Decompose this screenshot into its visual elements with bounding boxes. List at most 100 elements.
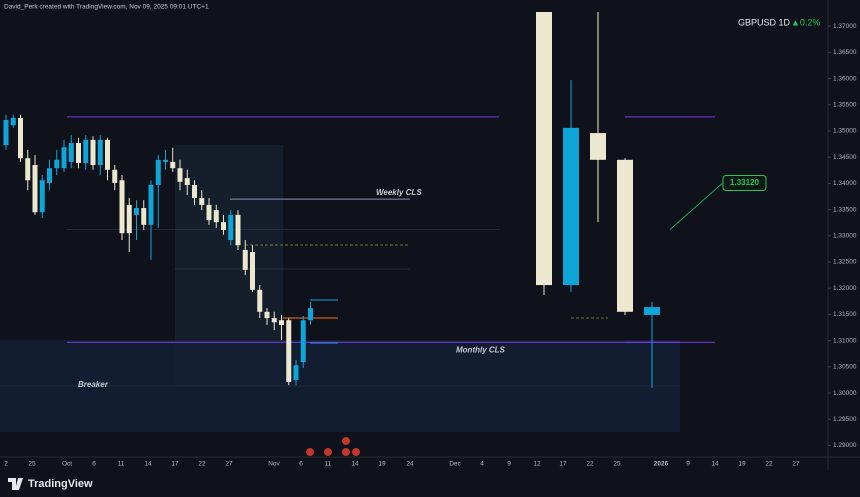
y-tick-label: 1.32500 [833, 259, 857, 266]
candle-body [47, 168, 52, 183]
x-tick-label: 27 [225, 461, 233, 468]
candle-body [213, 210, 219, 223]
candle-body [199, 198, 205, 205]
candle-body [163, 159, 168, 162]
logo [8, 478, 23, 490]
candle-body [536, 12, 552, 286]
x-tick-label: 2026 [654, 461, 669, 468]
x-tick-label: 24 [406, 461, 414, 468]
candle-body [39, 180, 45, 213]
x-tick-label: 6 [299, 461, 303, 468]
candle-body [228, 214, 234, 241]
x-tick-label: 14 [711, 461, 719, 468]
candle-body [112, 169, 118, 183]
candle-body [119, 180, 125, 234]
x-tick-label: 11 [325, 461, 332, 468]
candle-body [83, 139, 89, 163]
candle-body [617, 159, 633, 312]
candle-body [141, 208, 147, 225]
candle-body [221, 222, 226, 231]
candle-body [25, 158, 31, 181]
candle-body [90, 139, 96, 166]
event-icon [342, 448, 350, 456]
x-tick-label: Nov [268, 461, 280, 468]
x-tick-label: 22 [586, 461, 594, 468]
x-tick-label: Dec [449, 461, 461, 468]
event-icon [352, 448, 360, 456]
y-tick-label: 1.35000 [833, 128, 857, 135]
candle-body [3, 119, 9, 146]
x-tick-label: 11 [118, 461, 125, 468]
candle-body [148, 184, 154, 225]
y-tick-label: 1.34500 [833, 154, 857, 161]
candle-body [293, 365, 299, 380]
y-tick-label: 1.34000 [833, 180, 857, 187]
candle-body [134, 208, 139, 215]
candle-body [257, 289, 263, 312]
breaker-label: Breaker [78, 380, 109, 389]
symbol: GBPUSD 1D [738, 17, 791, 27]
x-tick-label: 25 [613, 461, 621, 468]
x-tick-label: 14 [144, 461, 152, 468]
candle-body [300, 320, 306, 363]
x-tick-label: 12 [533, 461, 541, 468]
candle-body [279, 320, 284, 325]
y-tick-label: 1.36500 [833, 49, 857, 56]
target-label: 1.33120 [730, 178, 759, 187]
y-tick-label: 1.29500 [833, 416, 857, 423]
candle-body [177, 168, 183, 182]
target-arrow [669, 183, 723, 230]
events [306, 437, 360, 456]
weekly-cls-label: Weekly CLS [376, 188, 422, 197]
candle-body [184, 178, 190, 185]
candle-body [308, 308, 313, 321]
candle-body [105, 139, 110, 170]
candle-body [54, 159, 60, 169]
candle-body [286, 320, 292, 383]
y-tick-label: 1.31500 [833, 311, 857, 318]
y-tick-label: 1.30000 [833, 390, 857, 397]
x-tick-label: Oct [62, 461, 72, 468]
event-icon [342, 437, 350, 445]
x-tick-label: 6 [92, 461, 96, 468]
candle-body [32, 165, 38, 213]
x-tick-label: 9 [507, 461, 511, 468]
x-tick-label: 17 [171, 461, 179, 468]
y-tick-label: 1.33000 [833, 233, 857, 240]
credit: David_Perk created with TradingView.com,… [4, 4, 209, 11]
x-tick-label: 4 [480, 461, 484, 468]
candle-body [250, 252, 255, 290]
candle-body [170, 161, 176, 169]
x-tick-label: 22 [198, 461, 206, 468]
candle-body [242, 249, 248, 270]
candle-body [126, 204, 132, 234]
candle-body [61, 147, 67, 169]
y-tick-label: 1.33500 [833, 206, 857, 213]
change: ▲0.2% [791, 17, 820, 27]
candle-body [644, 307, 660, 315]
candle-body [155, 159, 161, 185]
candle-body [563, 127, 579, 286]
x-tick-label: 19 [378, 461, 386, 468]
candle-body [192, 184, 197, 199]
y-tick-label: 1.29000 [833, 442, 857, 449]
brand: TradingView [28, 478, 93, 490]
candle-body [590, 133, 606, 160]
y-tick-label: 1.30500 [833, 364, 857, 371]
y-tick-label: 1.35500 [833, 101, 857, 108]
candle-body [76, 143, 81, 163]
target-box [722, 175, 767, 192]
footer [0, 470, 860, 497]
y-tick-label: 1.32000 [833, 285, 857, 292]
candle-body [235, 214, 241, 246]
x-tick-label: 9 [686, 461, 690, 468]
candle-body [264, 311, 270, 319]
monthly-cls-label: Monthly CLS [456, 345, 506, 354]
candle-body [271, 318, 277, 323]
candle-body [97, 139, 103, 166]
candle-body [206, 204, 212, 221]
event-icon [306, 448, 314, 456]
x-tick-label: 22 [765, 461, 773, 468]
x-tick-label: 25 [28, 461, 36, 468]
